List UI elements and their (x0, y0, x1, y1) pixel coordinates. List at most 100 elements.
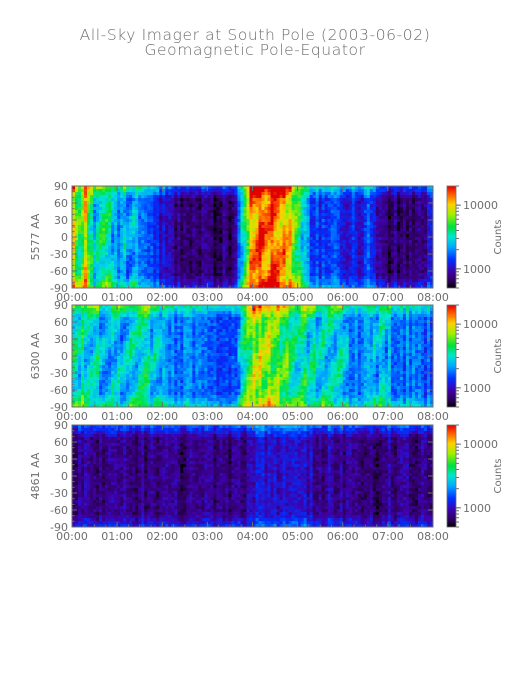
heatmap-cell (126, 350, 130, 354)
heatmap-cell (123, 398, 127, 402)
heatmap-cell (144, 207, 148, 211)
heatmap-cell (201, 246, 205, 250)
heatmap-cell (99, 311, 103, 315)
heatmap-cell (81, 231, 85, 235)
heatmap-cell (138, 335, 142, 339)
heatmap-cell (183, 231, 187, 235)
heatmap-cell (120, 374, 124, 378)
heatmap-cell (153, 231, 157, 235)
heatmap-cell (417, 270, 422, 274)
heatmap-cell (87, 270, 91, 274)
heatmap-cell (126, 267, 130, 271)
heatmap-cell (177, 249, 181, 253)
heatmap-cell (300, 270, 305, 274)
heatmap-cell (174, 279, 178, 283)
heatmap-cell (96, 371, 100, 375)
heatmap-cell (96, 353, 100, 357)
heatmap-cell (237, 270, 241, 274)
heatmap-cell (117, 258, 121, 262)
heatmap-cell (288, 255, 293, 259)
heatmap-cell (93, 240, 97, 244)
heatmap-cell (285, 210, 289, 214)
heatmap-cell (324, 216, 329, 220)
heatmap-cell (132, 267, 136, 271)
heatmap-cell (252, 237, 256, 241)
heatmap-cell (339, 240, 344, 244)
heatmap-cell (204, 285, 208, 289)
heatmap-cell (426, 207, 431, 211)
heatmap-cell (72, 323, 76, 327)
heatmap-cell (327, 189, 332, 193)
heatmap-cell (285, 258, 289, 262)
heatmap-cell (402, 270, 407, 274)
heatmap-cell (372, 207, 377, 211)
heatmap-cell (270, 192, 274, 196)
heatmap-cell (126, 368, 130, 372)
heatmap-cell (282, 252, 286, 256)
heatmap-cell (162, 216, 166, 220)
heatmap-cell (342, 261, 347, 265)
heatmap-cell (366, 252, 371, 256)
heatmap-cell (225, 216, 229, 220)
heatmap-cell (309, 207, 314, 211)
heatmap-cell (105, 398, 109, 402)
heatmap-cell (309, 228, 314, 232)
heatmap-cell (213, 279, 217, 283)
heatmap-cell (246, 234, 250, 238)
heatmap-cell (321, 228, 326, 232)
heatmap-cell (369, 198, 374, 202)
heatmap-cell (351, 189, 356, 193)
heatmap-cell (93, 279, 97, 283)
heatmap-cell (132, 392, 136, 396)
heatmap-cell (156, 201, 160, 205)
heatmap-cell (84, 186, 88, 190)
heatmap-cell (204, 255, 208, 259)
heatmap-cell (201, 285, 205, 289)
heatmap-cell (147, 213, 151, 217)
heatmap-cell (96, 222, 100, 226)
heatmap-cell (102, 201, 106, 205)
heatmap-cell (405, 261, 410, 265)
heatmap-cell (192, 222, 196, 226)
heatmap-cell (357, 258, 362, 262)
heatmap-cell (93, 273, 97, 277)
heatmap-cell (309, 234, 314, 238)
heatmap-cell (306, 258, 311, 262)
heatmap-cell (231, 267, 235, 271)
heatmap-cell (294, 216, 299, 220)
heatmap-cell (357, 192, 362, 196)
heatmap-cell (321, 249, 326, 253)
heatmap-cell (303, 261, 308, 265)
heatmap-cell (360, 228, 365, 232)
heatmap-cell (78, 308, 82, 312)
heatmap-cell (267, 192, 271, 196)
heatmap-cell (336, 282, 341, 286)
heatmap-cell (354, 267, 359, 271)
heatmap-cell (222, 207, 226, 211)
heatmap-cell (96, 401, 100, 405)
heatmap-cell (234, 195, 238, 199)
heatmap-cell (126, 320, 130, 324)
heatmap-cell (390, 225, 395, 229)
heatmap-cell (237, 198, 241, 202)
heatmap-cell (120, 398, 124, 402)
heatmap-cell (150, 237, 154, 241)
heatmap-cell (159, 267, 163, 271)
heatmap-cell (105, 386, 109, 390)
heatmap-cell (177, 240, 181, 244)
heatmap-cell (120, 329, 124, 333)
heatmap-cell (339, 186, 344, 190)
heatmap-cell (294, 279, 299, 283)
heatmap-cell (354, 246, 359, 250)
heatmap-cell (108, 329, 112, 333)
heatmap-cell (189, 186, 193, 190)
heatmap-cell (84, 371, 88, 375)
heatmap-cell (99, 216, 103, 220)
heatmap-cell (372, 195, 377, 199)
heatmap-cell (258, 252, 262, 256)
heatmap-cell (414, 255, 419, 259)
heatmap-cell (210, 270, 214, 274)
heatmap-cell (180, 261, 184, 265)
heatmap-cell (153, 222, 157, 226)
heatmap-cell (210, 216, 214, 220)
